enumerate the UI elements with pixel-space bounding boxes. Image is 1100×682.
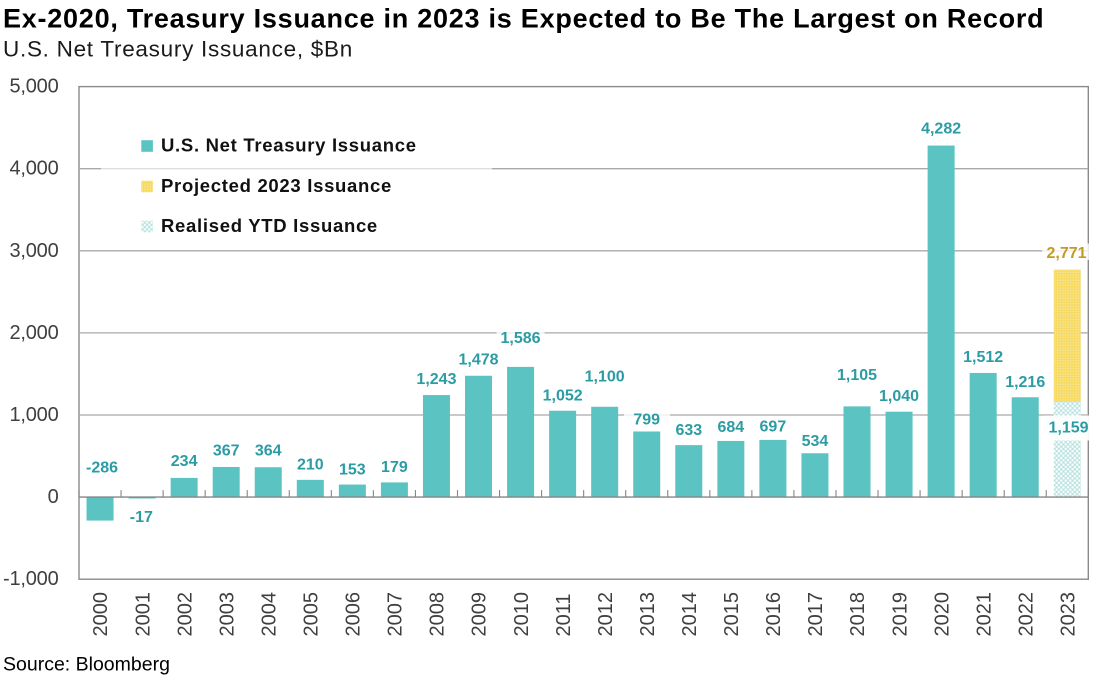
svg-text:Projected 2023 Issuance: Projected 2023 Issuance (161, 175, 392, 196)
svg-text:2018: 2018 (847, 592, 869, 637)
svg-text:210: 210 (297, 457, 324, 474)
svg-text:2013: 2013 (637, 592, 659, 637)
svg-text:2009: 2009 (469, 592, 491, 637)
svg-text:2010: 2010 (511, 592, 533, 637)
svg-text:2020: 2020 (931, 592, 953, 637)
svg-text:2019: 2019 (889, 592, 911, 637)
svg-text:799: 799 (633, 411, 660, 428)
svg-text:2004: 2004 (258, 592, 280, 637)
svg-text:2015: 2015 (721, 592, 743, 637)
svg-text:1,052: 1,052 (543, 387, 583, 404)
svg-text:2001: 2001 (132, 592, 154, 637)
svg-text:2003: 2003 (216, 592, 238, 637)
svg-text:153: 153 (339, 461, 366, 478)
svg-text:2005: 2005 (301, 592, 323, 637)
svg-text:367: 367 (213, 442, 240, 459)
svg-text:2022: 2022 (1015, 592, 1037, 637)
svg-text:2016: 2016 (763, 592, 785, 637)
svg-text:1,478: 1,478 (458, 352, 498, 369)
svg-text:1,040: 1,040 (879, 388, 919, 405)
svg-text:364: 364 (255, 442, 282, 459)
svg-text:2008: 2008 (427, 592, 449, 637)
svg-text:4,000: 4,000 (9, 158, 58, 180)
svg-text:2021: 2021 (973, 592, 995, 637)
svg-text:2006: 2006 (343, 592, 365, 637)
svg-text:1,000: 1,000 (9, 404, 58, 426)
svg-text:4,282: 4,282 (921, 121, 961, 138)
svg-text:1,512: 1,512 (963, 349, 1003, 366)
svg-text:1,216: 1,216 (1005, 374, 1045, 391)
svg-text:697: 697 (760, 418, 787, 435)
svg-text:2,771: 2,771 (1046, 245, 1086, 262)
svg-text:2012: 2012 (595, 592, 617, 637)
svg-text:Source: Bloomberg: Source: Bloomberg (3, 654, 170, 676)
svg-text:684: 684 (717, 419, 744, 436)
svg-text:1,105: 1,105 (837, 367, 877, 384)
svg-text:U.S. Net Treasury Issuance: U.S. Net Treasury Issuance (161, 134, 417, 155)
svg-text:2000: 2000 (90, 592, 112, 637)
svg-text:234: 234 (171, 453, 198, 470)
svg-text:2007: 2007 (385, 592, 407, 637)
svg-text:1,243: 1,243 (416, 371, 456, 388)
svg-text:2017: 2017 (805, 592, 827, 637)
svg-text:2002: 2002 (174, 592, 196, 637)
svg-text:Realised YTD Issuance: Realised YTD Issuance (161, 215, 378, 236)
svg-text:534: 534 (802, 433, 829, 450)
svg-text:-1,000: -1,000 (3, 568, 59, 590)
svg-text:2011: 2011 (553, 593, 575, 636)
svg-text:5,000: 5,000 (9, 76, 58, 98)
svg-text:1,586: 1,586 (501, 330, 541, 347)
svg-text:1,159: 1,159 (1048, 420, 1088, 437)
svg-text:U.S. Net Treasury Issuance, $B: U.S. Net Treasury Issuance, $Bn (3, 37, 353, 62)
svg-text:2014: 2014 (679, 592, 701, 637)
svg-text:2,000: 2,000 (9, 322, 58, 344)
svg-text:179: 179 (381, 459, 408, 476)
svg-text:-17: -17 (130, 509, 153, 526)
svg-text:Ex-2020, Treasury Issuance in: Ex-2020, Treasury Issuance in 2023 is Ex… (3, 4, 1044, 34)
svg-text:1,100: 1,100 (585, 369, 625, 386)
svg-text:-286: -286 (86, 460, 118, 477)
svg-text:3,000: 3,000 (9, 240, 58, 262)
svg-text:0: 0 (48, 486, 59, 508)
svg-text:633: 633 (675, 422, 702, 439)
svg-text:2023: 2023 (1057, 592, 1079, 637)
